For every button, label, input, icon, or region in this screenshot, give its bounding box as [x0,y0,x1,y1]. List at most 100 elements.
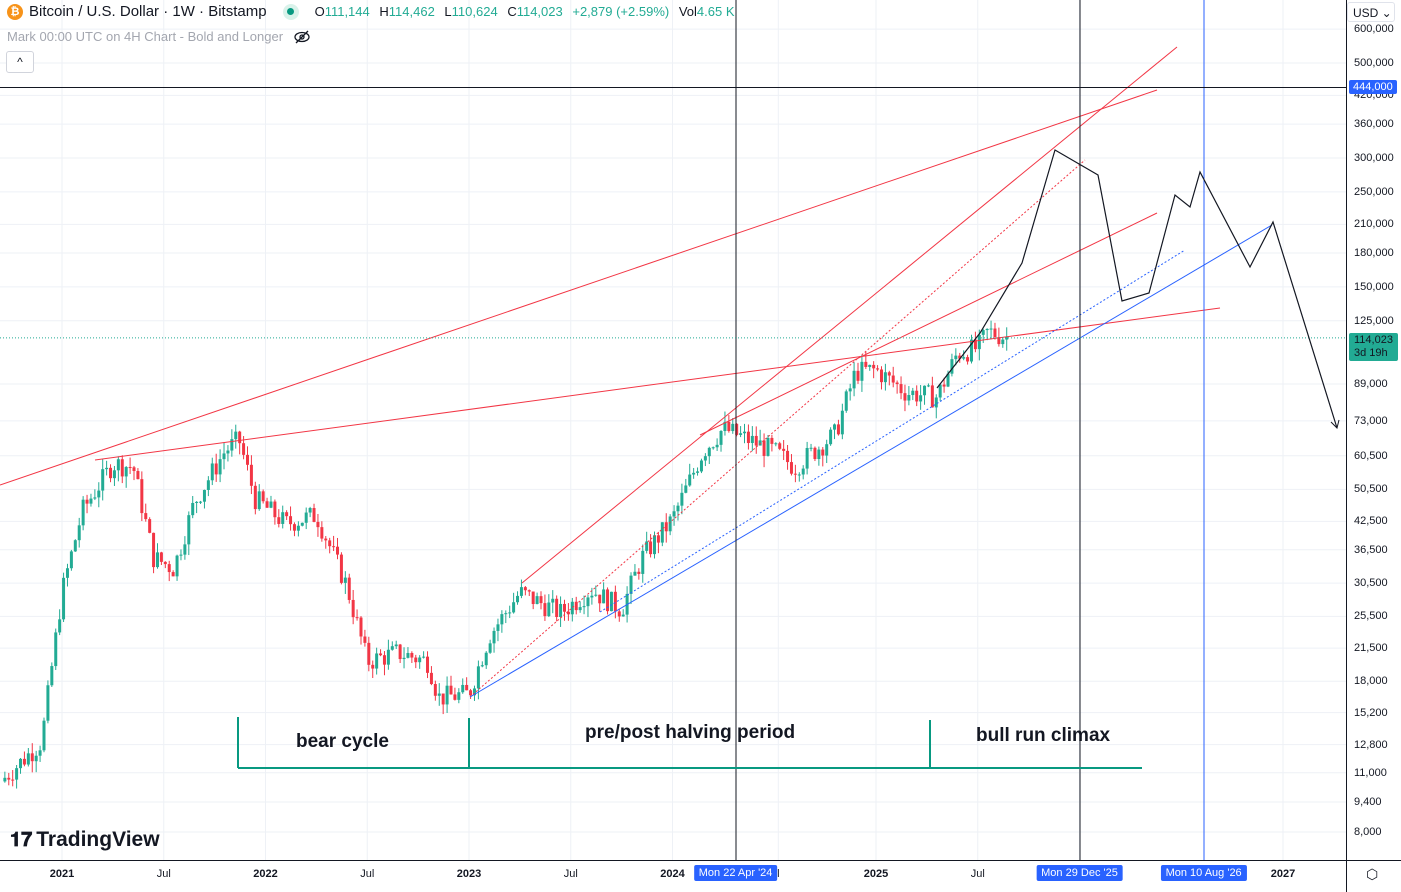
candle-body [175,555,179,577]
candle-body [308,508,312,513]
price-axis-label: 210,000 [1354,218,1394,231]
candle-body [480,665,484,667]
candle-body [954,355,958,360]
candle-body [836,424,840,435]
candle-body [606,589,610,612]
candle-body [966,357,970,362]
candle-body [512,602,516,613]
tradingview-logo[interactable]: 𝟏𝟕 TradingView [10,828,160,851]
candle-body [817,449,821,460]
candle-body [504,613,508,615]
symbol-title[interactable]: Bitcoin / U.S. Dollar · 1W · Bitstamp [29,3,267,20]
candle-body [62,577,66,620]
volume-value: 4.65 K [696,4,735,19]
time-axis-label: 2022 [253,868,278,880]
candle-body [903,393,907,401]
candle-body [109,467,113,479]
candle-body [230,439,234,451]
candle-body [555,598,559,618]
candle-body [735,423,739,435]
candle-body [273,501,277,518]
candle-body [989,328,993,330]
candle-body [265,501,269,508]
collapse-legend-button[interactable]: ^ [6,51,34,73]
candle-body [148,519,152,533]
candle-body [101,469,105,491]
annotation-bear-cycle: bear cycle [296,731,389,752]
tradingview-logo-icon: 𝟏𝟕 [10,828,33,851]
candle-body [508,612,512,614]
close-value: 114,023 [516,4,563,19]
candle-body [89,498,93,504]
candle-body [406,653,410,658]
candle-body [719,431,723,445]
candle-body [899,384,903,394]
candle-body [516,595,520,603]
price-axis-label: 600,000 [1354,23,1394,36]
candle-body [852,370,856,389]
candle-body [879,369,883,383]
annotation-halving-period: pre/post halving period [585,722,796,743]
price-axis-label: 180,000 [1354,246,1394,259]
candle-body [1005,337,1009,340]
time-axis-label: 2027 [1270,868,1296,880]
candle-body [637,571,641,574]
candle-body [304,512,308,523]
candle-body [934,397,938,408]
candle-body [249,464,253,486]
candle-body [453,694,457,700]
candle-body [793,473,797,475]
candle-body [680,492,684,506]
candle-body [77,525,81,541]
candle-body [155,552,159,568]
candle-body [703,456,707,461]
candle-body [915,390,919,402]
indicator-label[interactable]: Mark 00:00 UTC on 4H Chart - Bold and Lo… [7,29,284,44]
candle-body [876,368,880,370]
candle-body [15,768,19,780]
candle-body [112,470,116,479]
candle-body [609,591,613,612]
chart-settings-icon[interactable]: ⬡ [1366,866,1379,882]
change-value: +2,879 (+2.59%) [572,4,670,19]
candle-body [770,437,774,444]
candle-body [261,491,265,502]
candle-body [531,591,535,605]
candle-body [629,575,633,594]
candle-body [586,597,590,607]
time-axis-label: Jul [970,868,985,880]
candle-body [590,595,594,598]
candle-body [414,657,418,663]
candle-body [539,596,543,604]
candle-body [547,602,551,617]
candle-body [570,601,574,615]
currency-select[interactable]: USD ⌄ [1347,2,1395,22]
eye-off-icon[interactable] [293,30,311,44]
candle-body [390,646,394,650]
candle-body [202,489,206,502]
candle-body [351,599,355,618]
candle-body [656,535,660,543]
candle-body [191,502,195,516]
time-axis-label: 2024 [660,868,685,880]
candle-body [676,505,680,512]
price-axis-label: 8,000 [1354,825,1382,838]
candle-body [426,656,430,673]
candle-body [723,421,727,432]
candle-body [840,410,844,435]
candle-body [242,443,246,455]
time-axis-label: 2023 [456,868,482,880]
candle-body [30,753,34,762]
candle-body [696,471,700,473]
candle-body [210,463,214,481]
candle-body [985,328,989,331]
candle-body [969,339,973,362]
candle-body [786,450,790,463]
candle-body [253,485,257,510]
candle-body [649,541,653,555]
candle-body [821,449,825,456]
candle-body [1001,339,1005,345]
candle-body [320,527,324,539]
price-axis-label: 15,200 [1354,706,1388,719]
